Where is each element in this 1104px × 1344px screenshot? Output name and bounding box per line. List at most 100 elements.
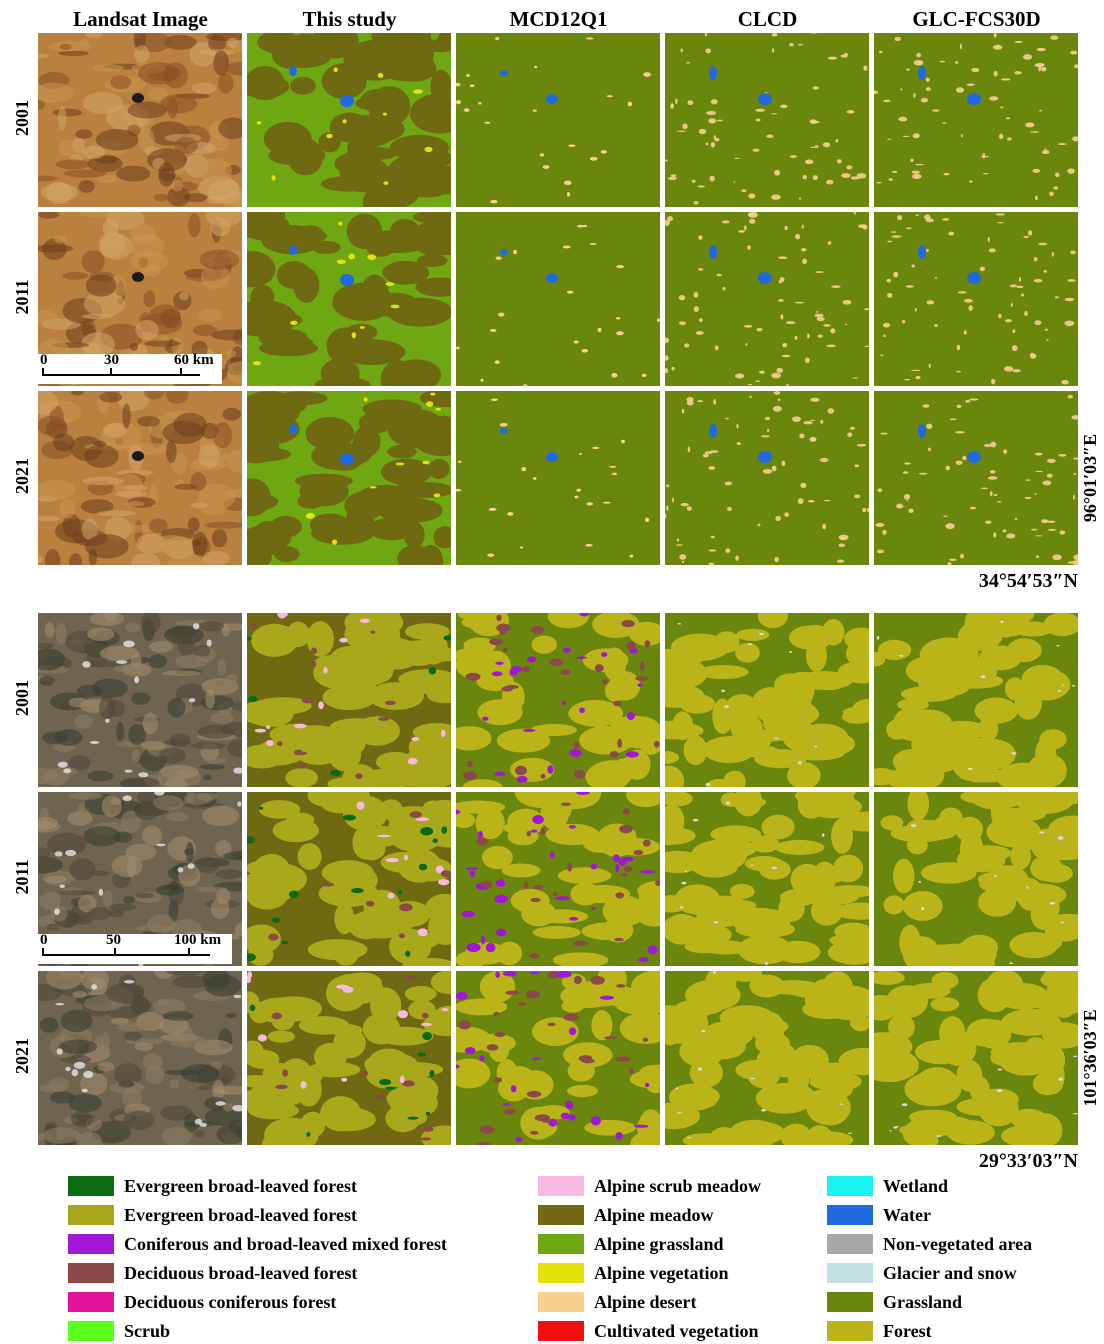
column-header-this-study: This study [302, 7, 397, 31]
legend-swatch [538, 1234, 584, 1254]
scale-bar-region1: 0 30 60 km [38, 352, 222, 384]
legend-label: Evergreen broad-leaved forest [124, 1204, 357, 1225]
scale-mark-mid [110, 368, 112, 376]
legend-item: Evergreen broad-leaved forest [68, 1174, 357, 1198]
map-tile-r1-2001-clcd [665, 33, 869, 207]
legend-label: Alpine meadow [594, 1204, 714, 1225]
map-tile-r2-2001-mcd12q1 [456, 613, 660, 787]
year-label-r1-2021: 2021 [12, 458, 32, 494]
legend-item: Alpine meadow [538, 1203, 714, 1227]
map-tile-r2-2021-mcd12q1 [456, 971, 660, 1145]
legend-item: Alpine vegetation [538, 1261, 729, 1285]
year-label-r2-2011: 2011 [12, 859, 32, 895]
year-label-r2-2001: 2001 [12, 680, 32, 716]
legend-swatch [538, 1321, 584, 1341]
map-tile-r2-2021-clcd [665, 971, 869, 1145]
legend-label: Forest [883, 1320, 932, 1341]
legend-swatch [538, 1292, 584, 1312]
legend-label: Evergreen broad-leaved forest [124, 1175, 357, 1196]
column-header-clcd: CLCD [737, 7, 798, 31]
scale-mark-end [180, 368, 182, 376]
scale-tick-mid: 30 [104, 352, 119, 368]
legend-swatch [827, 1234, 873, 1254]
legend-swatch [827, 1263, 873, 1283]
legend-item: Alpine grassland [538, 1232, 724, 1256]
map-tile-r2-2001-glc-fcs30d [874, 613, 1078, 787]
map-tile-r1-2021-glc-fcs30d [874, 391, 1078, 565]
legend-label: Deciduous broad-leaved forest [124, 1262, 358, 1283]
legend-label: Water [883, 1204, 931, 1225]
map-tile-r1-2011-this-study [247, 212, 451, 386]
legend-label: Deciduous coniferous forest [124, 1291, 337, 1312]
scale-bar-line [42, 374, 200, 376]
legend-item: Deciduous broad-leaved forest [68, 1261, 357, 1285]
column-header-glc-fcs30d: GLC-FCS30D [912, 7, 1041, 31]
map-tile-r1-2021-this-study [247, 391, 451, 565]
legend-swatch [827, 1176, 873, 1196]
map-tile-r1-2021-mcd12q1 [456, 391, 660, 565]
scale-tick-0: 0 [40, 352, 48, 368]
map-tile-r2-2001-this-study [247, 613, 451, 787]
year-label-r2-2021: 2021 [12, 1038, 32, 1074]
legend-label: Scrub [124, 1320, 171, 1341]
scale-tick-0: 0 [40, 932, 48, 948]
longitude-label-region1: 96°01′03″E [1080, 433, 1100, 523]
scale-tick-end: 60 km [174, 352, 214, 368]
map-tile-r2-2011-clcd [665, 792, 869, 966]
map-tile-r1-2021-clcd [665, 391, 869, 565]
scale-mark-0 [42, 368, 44, 376]
map-tile-r1-2001-landsat [38, 33, 242, 207]
scale-mark-end [188, 948, 190, 956]
legend-item: Wetland [827, 1174, 948, 1198]
legend-item: Evergreen broad-leaved forest [68, 1203, 357, 1227]
map-tile-r1-2001-this-study [247, 33, 451, 207]
legend-item: Deciduous coniferous forest [68, 1290, 336, 1314]
scale-bar-line [42, 954, 210, 956]
legend-item: Cultivated vegetation [538, 1319, 758, 1343]
legend-swatch [68, 1205, 114, 1225]
year-label-r1-2001: 2001 [12, 100, 32, 136]
legend-label: Non-vegetated area [883, 1233, 1033, 1254]
map-tile-r1-2011-clcd [665, 212, 869, 386]
legend-label: Alpine vegetation [594, 1262, 729, 1283]
map-tile-r2-2021-landsat [38, 971, 242, 1145]
map-tile-r1-2011-glc-fcs30d [874, 212, 1078, 386]
legend-item: Coniferous and broad-leaved mixed forest [68, 1232, 447, 1256]
map-tile-r2-2021-this-study [247, 971, 451, 1145]
legend-swatch [68, 1263, 114, 1283]
legend-item: Scrub [68, 1319, 170, 1343]
legend-label: Cultivated vegetation [594, 1320, 759, 1341]
map-tile-r2-2001-landsat [38, 613, 242, 787]
legend-swatch [68, 1176, 114, 1196]
legend-item: Grassland [827, 1290, 962, 1314]
legend-label: Wetland [883, 1175, 949, 1196]
legend-swatch [827, 1205, 873, 1225]
map-tile-r1-2001-glc-fcs30d [874, 33, 1078, 207]
legend-item: Alpine scrub meadow [538, 1174, 761, 1198]
map-tile-r2-2011-this-study [247, 792, 451, 966]
scale-tick-end: 100 km [174, 932, 222, 948]
legend-item: Forest [827, 1319, 932, 1343]
year-label-r1-2011: 2011 [12, 279, 32, 315]
scale-mark-mid [114, 948, 116, 956]
legend-swatch [68, 1234, 114, 1254]
column-header-landsat: Landsat Image [73, 7, 208, 31]
legend-label: Alpine scrub meadow [594, 1175, 762, 1196]
map-tile-r2-2011-glc-fcs30d [874, 792, 1078, 966]
legend-item: Glacier and snow [827, 1261, 1017, 1285]
longitude-label-region2: 101°36′03″E [1080, 1009, 1100, 1107]
latitude-label-region2: 29°33′03″N [978, 1150, 1078, 1172]
legend-swatch [827, 1292, 873, 1312]
map-tile-r2-2011-mcd12q1 [456, 792, 660, 966]
legend-item: Water [827, 1203, 931, 1227]
latitude-label-region1: 34°54′53″N [978, 570, 1078, 592]
legend-label: Alpine grassland [594, 1233, 724, 1254]
column-header-mcd12q1: MCD12Q1 [509, 7, 608, 31]
legend-swatch [827, 1321, 873, 1341]
legend-label: Coniferous and broad-leaved mixed forest [124, 1233, 448, 1254]
scale-mark-0 [42, 948, 44, 956]
legend-swatch [68, 1321, 114, 1341]
legend-label: Alpine desert [594, 1291, 697, 1312]
legend-swatch [538, 1205, 584, 1225]
legend-item: Non-vegetated area [827, 1232, 1032, 1256]
